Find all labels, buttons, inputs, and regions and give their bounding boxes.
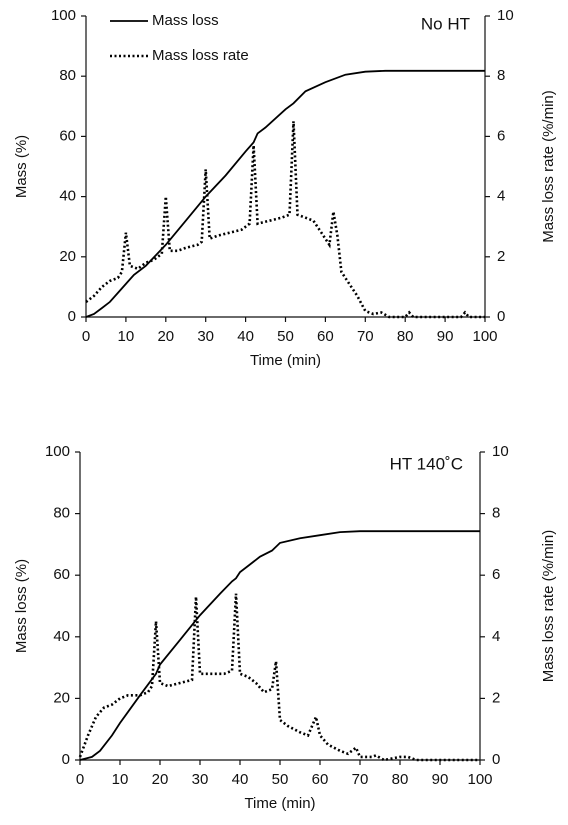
y-tick-label: 0 <box>62 751 70 768</box>
y-tick-label: 20 <box>53 689 70 706</box>
y2-tick-label: 6 <box>492 566 500 583</box>
x-tick-label: 100 <box>467 771 492 788</box>
x-tick-label: 90 <box>432 771 449 788</box>
annotation: HT 140˚C <box>390 454 463 473</box>
y2-tick-label: 0 <box>497 308 505 325</box>
y-tick-label: 40 <box>53 628 70 645</box>
x-tick-label: 40 <box>237 328 254 345</box>
mass-line <box>85 69 485 318</box>
rate-line <box>85 121 485 319</box>
legend-label: Mass loss rate <box>152 47 249 64</box>
mass-line <box>79 530 480 761</box>
x-tick-label: 50 <box>272 771 289 788</box>
x-tick-label: 20 <box>152 771 169 788</box>
y2-axis-label: Mass loss rate (%/min) <box>540 90 557 243</box>
y2-tick-label: 6 <box>497 127 505 144</box>
x-tick-label: 90 <box>437 328 454 345</box>
y-tick-label: 60 <box>53 566 70 583</box>
x-tick-label: 60 <box>317 328 334 345</box>
y2-tick-label: 10 <box>492 443 509 460</box>
x-tick-label: 70 <box>357 328 374 345</box>
y2-tick-label: 8 <box>497 67 505 84</box>
y-tick-label: 80 <box>59 67 76 84</box>
x-tick-label: 20 <box>157 328 174 345</box>
y-tick-label: 60 <box>59 127 76 144</box>
y2-tick-label: 4 <box>497 188 505 205</box>
y-axis-label: Mass loss (%) <box>13 559 30 653</box>
x-tick-label: 0 <box>82 328 90 345</box>
y2-tick-label: 2 <box>492 689 500 706</box>
y-tick-label: 0 <box>68 308 76 325</box>
y2-tick-label: 2 <box>497 248 505 265</box>
y-axis-label: Mass (%) <box>13 135 30 198</box>
x-tick-label: 10 <box>112 771 129 788</box>
x-tick-label: 30 <box>197 328 214 345</box>
x-axis-label: Time (min) <box>250 352 321 369</box>
x-tick-label: 70 <box>352 771 369 788</box>
x-tick-label: 50 <box>277 328 294 345</box>
x-tick-label: 0 <box>76 771 84 788</box>
annotation: No HT <box>421 14 470 33</box>
legend-label: Mass loss <box>152 12 219 29</box>
y-tick-label: 20 <box>59 248 76 265</box>
x-tick-label: 80 <box>392 771 409 788</box>
x-tick-label: 10 <box>118 328 135 345</box>
y2-axis-label: Mass loss rate (%/min) <box>540 530 557 683</box>
y2-tick-label: 0 <box>492 751 500 768</box>
x-tick-label: 80 <box>397 328 414 345</box>
x-tick-label: 60 <box>312 771 329 788</box>
y2-tick-label: 4 <box>492 628 500 645</box>
y-tick-label: 100 <box>45 443 70 460</box>
y2-tick-label: 10 <box>497 7 514 24</box>
rate-line <box>78 593 480 762</box>
y-tick-label: 80 <box>53 505 70 522</box>
y-tick-label: 40 <box>59 188 76 205</box>
x-tick-label: 100 <box>472 328 497 345</box>
y-tick-label: 100 <box>51 7 76 24</box>
x-tick-label: 40 <box>232 771 249 788</box>
y2-tick-label: 8 <box>492 505 500 522</box>
x-tick-label: 30 <box>192 771 209 788</box>
x-axis-label: Time (min) <box>244 795 315 812</box>
